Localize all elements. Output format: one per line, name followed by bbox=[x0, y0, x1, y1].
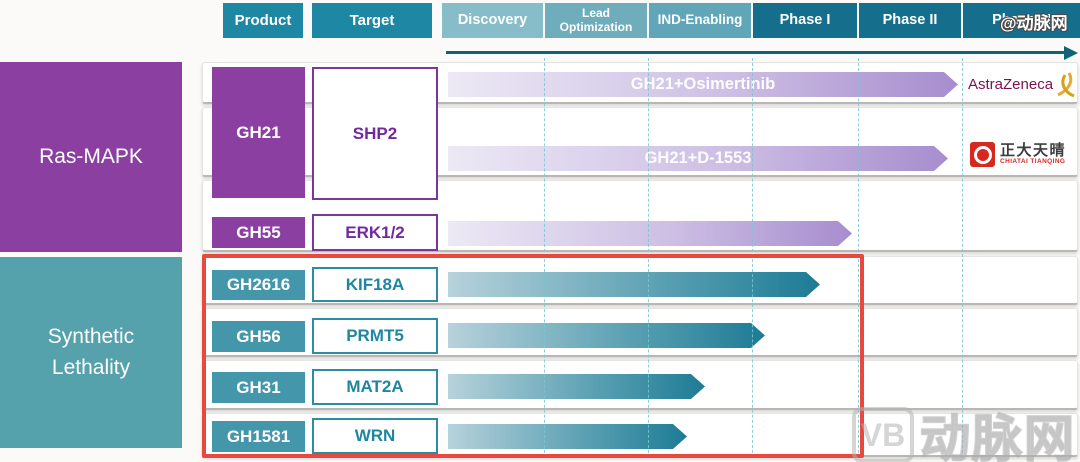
astrazeneca-logo: AstraZeneca bbox=[968, 70, 1077, 98]
astrazeneca-swoosh-icon bbox=[1057, 72, 1075, 98]
progress-arrow-gh55 bbox=[448, 221, 852, 246]
category-synthetic-lethality: Synthetic Lethality bbox=[0, 257, 182, 448]
progress-arrow-gh56 bbox=[448, 323, 765, 348]
gridline-leadopt-ind bbox=[648, 58, 649, 458]
watermark-top: @动脉网 bbox=[1000, 14, 1068, 33]
product-box-gh21: GH21 bbox=[212, 67, 305, 198]
phase-header-phase3: Phase III bbox=[963, 3, 1080, 38]
phase-header-phase1: Phase I bbox=[753, 3, 857, 38]
phase-header-discovery: Discovery bbox=[442, 3, 543, 38]
chiatai-tianqing-logo: 正大天晴 CHIATAI TIANQING bbox=[970, 142, 1066, 167]
synthetic-lethality-highlight-box bbox=[202, 254, 864, 458]
watermark-bottom: VB 动脉网 bbox=[852, 399, 1076, 462]
gridline-discovery-leadopt bbox=[544, 58, 545, 458]
category-ras-mapk: Ras-MAPK bbox=[0, 62, 182, 252]
product-box-gh31: GH31 bbox=[212, 372, 305, 403]
target-box-shp2: SHP2 bbox=[312, 67, 438, 200]
target-box-wrn: WRN bbox=[312, 418, 438, 454]
product-box-gh2616: GH2616 bbox=[212, 270, 305, 300]
target-box-erk12: ERK1/2 bbox=[312, 214, 438, 251]
gridline-ind-phase1 bbox=[752, 58, 753, 458]
gridline-phase1-phase2 bbox=[858, 58, 859, 458]
phase-header-phase2: Phase II bbox=[859, 3, 961, 38]
chiatai-name-cn: 正大天晴 bbox=[1000, 142, 1067, 160]
target-box-kif18a: KIF18A bbox=[312, 267, 438, 302]
progress-arrow-gh2616 bbox=[448, 272, 820, 297]
product-box-gh1581: GH1581 bbox=[212, 421, 305, 452]
chiatai-tianqing-logo-icon bbox=[970, 142, 995, 167]
phase-header-lead-optimization: Lead Optimization bbox=[545, 3, 647, 38]
target-box-prmt5: PRMT5 bbox=[312, 318, 438, 354]
astrazeneca-logo-text: AstraZeneca bbox=[968, 75, 1054, 93]
product-column-header: Product bbox=[223, 3, 303, 38]
chiatai-name-en: CHIATAI TIANQING bbox=[1000, 157, 1066, 165]
product-box-gh56: GH56 bbox=[212, 321, 305, 352]
product-box-gh55: GH55 bbox=[212, 217, 305, 248]
target-box-mat2a: MAT2A bbox=[312, 369, 438, 405]
progress-arrow-gh31 bbox=[448, 374, 705, 399]
phase-header-ind-enabling: IND-Enabling bbox=[649, 3, 751, 38]
progress-arrow-gh21-d1553: GH21+D-1553 bbox=[448, 146, 948, 171]
vb-logo-icon: VB bbox=[852, 407, 914, 462]
target-column-header: Target bbox=[312, 3, 432, 38]
timeline-arrowhead-icon bbox=[1064, 45, 1078, 60]
progress-arrow-gh21-osimertinib: GH21+Osimertinib bbox=[448, 72, 958, 97]
timeline-axis bbox=[446, 51, 1064, 54]
watermark-bottom-text: 动脉网 bbox=[919, 410, 1076, 462]
gridline-phase2-phase3 bbox=[962, 58, 963, 458]
chiatai-ring-icon bbox=[973, 145, 992, 164]
progress-arrow-gh1581 bbox=[448, 424, 687, 449]
